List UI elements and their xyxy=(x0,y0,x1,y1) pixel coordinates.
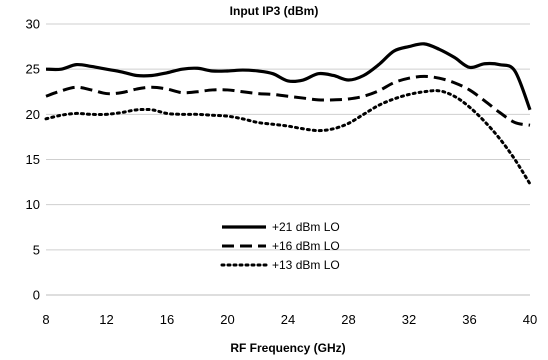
y-tick-label: 10 xyxy=(26,197,40,212)
x-tick-label: 20 xyxy=(220,312,234,327)
legend-label: +13 dBm LO xyxy=(272,258,340,272)
y-tick-label: 25 xyxy=(26,62,40,77)
series-line-2 xyxy=(45,74,531,127)
y-tick-label: 0 xyxy=(33,288,40,303)
x-tick-label: 24 xyxy=(281,312,295,327)
chart-title: Input IP3 (dBm) xyxy=(230,4,319,18)
legend: +21 dBm LO +16 dBm LO +13 dBm LO xyxy=(220,220,340,272)
x-tick-label: 8 xyxy=(42,312,49,327)
x-axis-label: RF Frequency (GHz) xyxy=(230,341,345,355)
series-line-1 xyxy=(45,42,532,111)
grid-layer xyxy=(46,23,530,251)
x-tick-label: 28 xyxy=(341,312,355,327)
series-lines xyxy=(44,42,532,186)
x-tick-label: 40 xyxy=(523,312,537,327)
y-tick-label: 15 xyxy=(26,152,40,167)
x-tick-labels: 8 12 16 20 24 28 32 36 40 xyxy=(42,312,537,327)
x-tick-label: 12 xyxy=(99,312,113,327)
x-tick-label: 32 xyxy=(402,312,416,327)
series-line-3 xyxy=(44,89,532,186)
y-tick-label: 30 xyxy=(26,17,40,32)
legend-label: +21 dBm LO xyxy=(272,220,340,234)
x-tick-label: 16 xyxy=(160,312,174,327)
legend-label: +16 dBm LO xyxy=(272,239,340,253)
y-tick-label: 20 xyxy=(26,107,40,122)
y-tick-labels: 0 5 10 15 20 25 30 xyxy=(26,17,40,303)
y-tick-label: 5 xyxy=(33,242,40,257)
x-tick-label: 36 xyxy=(462,312,476,327)
